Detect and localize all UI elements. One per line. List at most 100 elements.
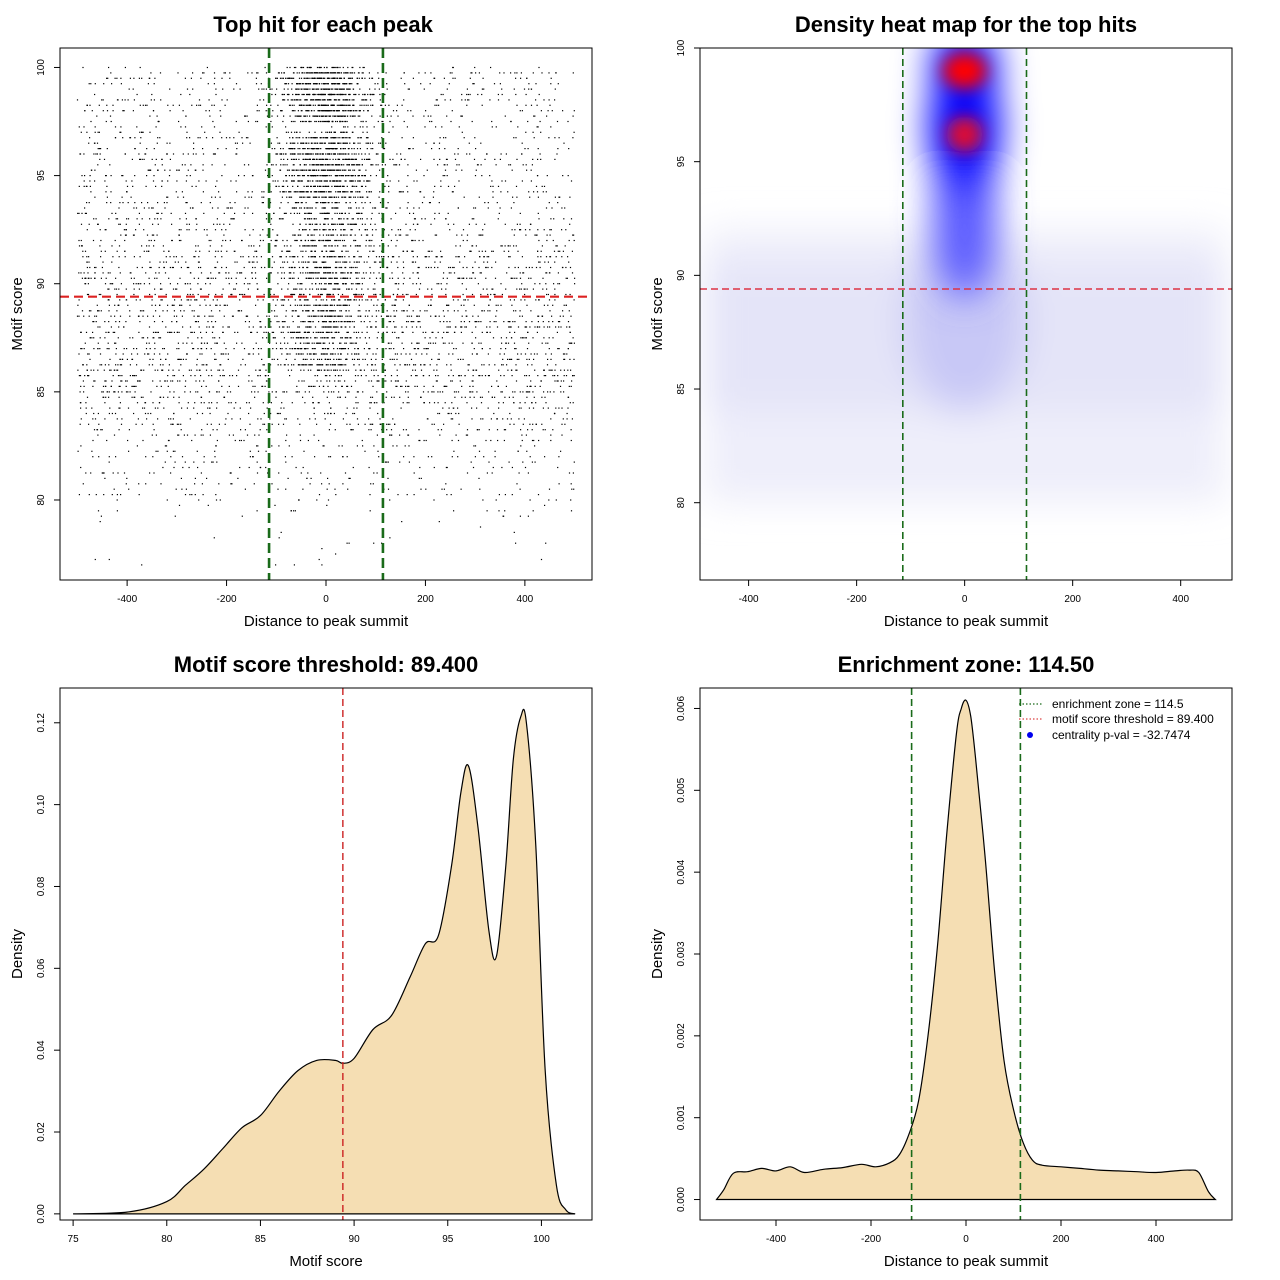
scatter-point bbox=[88, 310, 91, 312]
scatter-point bbox=[145, 185, 147, 187]
scatter-point bbox=[95, 315, 98, 317]
scatter-point bbox=[266, 407, 268, 409]
scatter-point bbox=[224, 72, 226, 74]
scatter-point bbox=[171, 331, 173, 333]
scatter-point bbox=[350, 385, 353, 387]
scatter-point bbox=[411, 239, 413, 242]
scatter-point bbox=[320, 120, 322, 123]
scatter-point bbox=[186, 88, 189, 90]
scatter-point bbox=[148, 250, 150, 252]
scatter-point bbox=[310, 477, 312, 479]
scatter-point bbox=[275, 239, 277, 242]
scatter-point bbox=[435, 375, 437, 377]
scatter-point bbox=[396, 310, 398, 312]
scatter-point bbox=[403, 120, 405, 123]
scatter-point bbox=[398, 234, 400, 236]
scatter-point bbox=[97, 310, 99, 312]
scatter-point bbox=[315, 229, 317, 231]
scatter-point bbox=[552, 337, 554, 339]
scatter-point bbox=[125, 180, 127, 182]
scatter-point bbox=[154, 277, 156, 279]
scatter-point bbox=[341, 131, 343, 133]
scatter-point bbox=[467, 364, 469, 366]
scatter-point bbox=[342, 83, 344, 85]
scatter-point bbox=[223, 396, 225, 398]
scatter-point bbox=[205, 369, 208, 371]
scatter-point bbox=[544, 429, 546, 431]
scatter-point bbox=[93, 369, 95, 371]
scatter-point bbox=[133, 396, 135, 398]
scatter-point bbox=[372, 483, 374, 485]
scatter-point bbox=[322, 331, 324, 333]
scatter-point bbox=[352, 110, 355, 112]
scatter-point bbox=[489, 321, 491, 323]
scatter-point bbox=[444, 164, 446, 166]
scatter-point bbox=[247, 72, 249, 74]
scatter-point bbox=[127, 218, 130, 220]
scatter-point bbox=[432, 196, 434, 198]
scatter-point bbox=[555, 256, 557, 258]
scatter-point bbox=[286, 434, 288, 436]
scatter-point bbox=[370, 272, 372, 274]
scatter-point bbox=[490, 293, 492, 296]
scatter-point bbox=[344, 380, 346, 382]
scatter-point bbox=[205, 304, 207, 306]
scatter-point bbox=[145, 456, 147, 458]
scatter-point bbox=[224, 164, 226, 166]
scatter-point bbox=[153, 83, 155, 85]
scatter-point bbox=[573, 110, 575, 112]
scatter-point bbox=[543, 337, 545, 339]
scatter-point bbox=[306, 353, 308, 355]
scatter-point bbox=[144, 412, 147, 415]
scatter-point bbox=[189, 272, 192, 274]
scatter-point bbox=[152, 423, 154, 425]
scatter-point bbox=[320, 66, 322, 69]
scatter-point bbox=[272, 180, 274, 182]
scatter-point bbox=[221, 137, 223, 139]
scatter-point bbox=[180, 266, 182, 269]
scatter-point bbox=[113, 391, 115, 393]
scatter-point bbox=[533, 137, 535, 139]
scatter-point bbox=[419, 439, 421, 442]
scatter-point bbox=[446, 158, 448, 160]
scatter-point bbox=[373, 250, 375, 252]
scatter-point bbox=[492, 288, 494, 290]
scatter-point bbox=[199, 304, 201, 306]
scatter-point bbox=[503, 72, 505, 74]
scatter-point bbox=[510, 207, 512, 209]
scatter-point bbox=[376, 348, 378, 350]
scatter-point bbox=[433, 499, 435, 501]
scatter-point bbox=[413, 218, 416, 220]
scatter-point bbox=[351, 288, 353, 290]
scatter-point bbox=[271, 423, 273, 425]
scatter-point bbox=[287, 202, 289, 204]
scatter-point bbox=[418, 315, 420, 317]
scatter-point bbox=[378, 456, 380, 458]
scatter-point bbox=[96, 115, 98, 117]
scatter-point bbox=[118, 429, 120, 431]
scatter-point bbox=[168, 277, 170, 279]
scatter-point bbox=[339, 218, 341, 220]
scatter-point bbox=[216, 180, 218, 182]
scatter-point bbox=[388, 131, 390, 133]
scatter-point bbox=[528, 277, 530, 279]
scatter-point bbox=[116, 499, 118, 501]
scatter-point bbox=[411, 261, 413, 263]
scatter-point bbox=[116, 310, 118, 312]
scatter-point bbox=[259, 326, 261, 328]
scatter-point bbox=[347, 250, 349, 252]
scatter-point bbox=[315, 342, 318, 344]
scatter-point bbox=[287, 185, 289, 187]
scatter-point bbox=[342, 283, 344, 285]
scatter-point bbox=[309, 385, 311, 387]
scatter-point bbox=[266, 277, 268, 279]
scatter-point bbox=[101, 429, 103, 431]
scatter-point bbox=[252, 266, 254, 269]
scatter-point bbox=[482, 234, 484, 236]
scatter-point bbox=[271, 391, 273, 393]
scatter-point bbox=[392, 158, 394, 160]
scatter-point bbox=[486, 288, 488, 290]
scatter-point bbox=[412, 283, 414, 285]
scatter-point bbox=[194, 434, 196, 436]
scatter-point bbox=[530, 380, 532, 382]
